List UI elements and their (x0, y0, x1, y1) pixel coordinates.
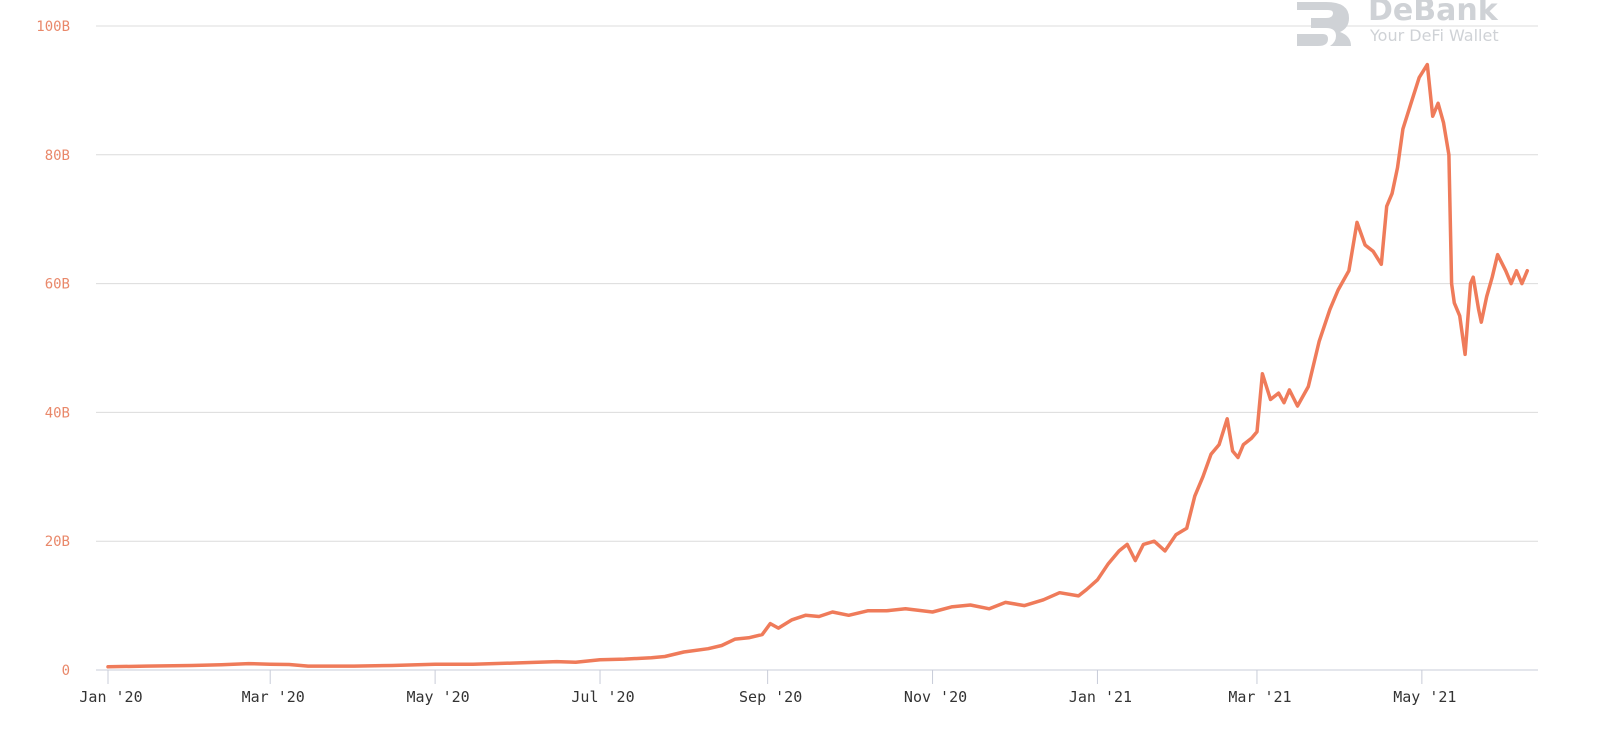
y-tick-label: 0 (62, 663, 70, 679)
y-tick-label: 80B (45, 148, 70, 164)
x-tick-label: Mar '21 (1228, 688, 1291, 706)
series-line (106, 62, 1530, 669)
x-tick-label: Mar '20 (242, 688, 305, 706)
y-tick-label: 60B (45, 277, 70, 293)
x-tick-label: Sep '20 (739, 688, 802, 706)
x-tick-label: Nov '20 (904, 688, 967, 706)
brand-name: DeBank (1368, 0, 1499, 28)
debank-logo: DeBank Your DeFi Wallet (1297, 0, 1499, 46)
y-tick-label: 20B (45, 534, 70, 550)
series-layer (106, 62, 1530, 669)
y-tick-label: 40B (45, 405, 70, 421)
brand-tagline: Your DeFi Wallet (1369, 26, 1499, 45)
y-tick-label: 100B (36, 19, 70, 35)
x-tick-label: Jan '21 (1069, 688, 1132, 706)
y-axis-ticks: 0 20B 40B 60B 80B 100B (36, 19, 70, 679)
debank-logo-icon (1297, 2, 1351, 46)
x-tick-label: Jul '20 (571, 688, 634, 706)
x-tick-label: May '21 (1393, 688, 1456, 706)
x-tick-label: Jan '20 (79, 688, 142, 706)
x-axis-ticks: Jan '20 Mar '20 May '20 Jul '20 Sep '20 Nov '… (79, 670, 1456, 706)
gridlines (96, 25, 1538, 542)
x-tick-label: May '20 (407, 688, 470, 706)
